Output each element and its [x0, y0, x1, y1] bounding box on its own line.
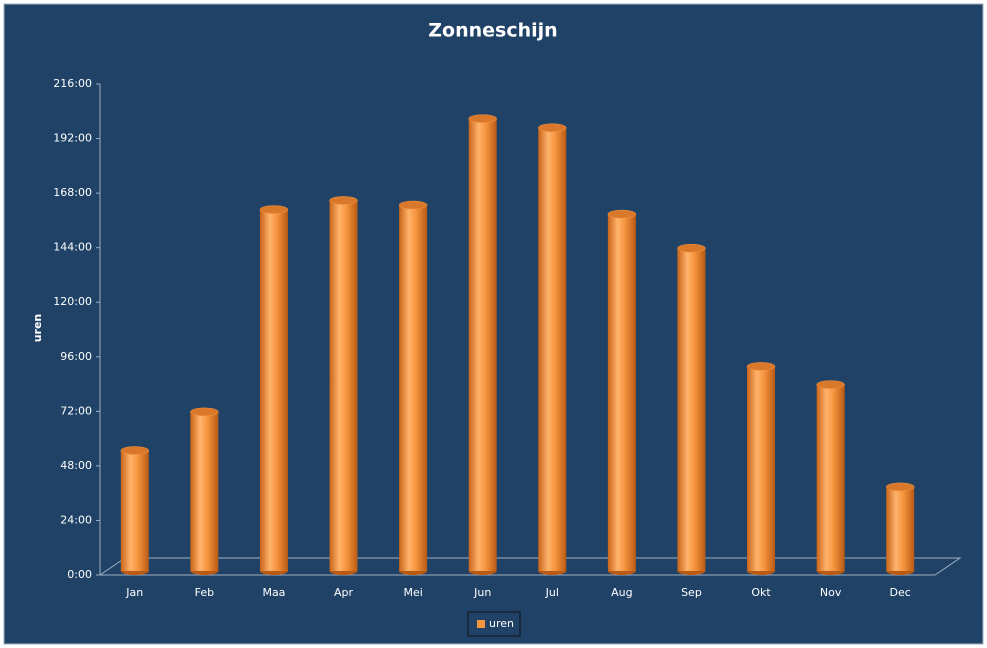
bar: [747, 366, 776, 571]
bar-top: [538, 123, 567, 132]
x-tick-label: Mei: [403, 586, 422, 599]
legend-swatch: [477, 620, 485, 628]
bar-top: [329, 196, 358, 205]
x-tick-label: Feb: [195, 586, 214, 599]
bar: [259, 209, 288, 571]
x-tick-label: Dec: [890, 586, 911, 599]
legend-box: [467, 611, 521, 637]
x-tick-label: Nov: [820, 586, 842, 599]
bar-top: [607, 209, 637, 219]
bar: [399, 205, 428, 572]
floor: [98, 557, 962, 576]
bar-top: [259, 205, 289, 214]
y-tick-label: 144:00: [53, 241, 92, 254]
y-axis-label: uren: [31, 314, 44, 343]
y-tick-label: 120:00: [53, 295, 92, 308]
y-tick-label: 192:00: [53, 132, 92, 145]
chart-title: Zonneschijn: [428, 20, 557, 42]
x-tick-label: Aug: [611, 586, 632, 599]
bar: [120, 450, 149, 571]
bar: [468, 118, 497, 571]
bar-top: [816, 380, 845, 389]
y-tick-label: 24:00: [60, 513, 92, 526]
y-tick-label: 0:00: [67, 568, 92, 581]
y-tick-label: 96:00: [60, 350, 92, 363]
x-tick-label: Jul: [545, 586, 559, 599]
bar-top: [746, 362, 776, 371]
x-tick-label: Maa: [262, 586, 285, 599]
bar: [329, 200, 358, 571]
bar: [607, 214, 636, 572]
bar-top: [120, 446, 150, 455]
x-tick-label: Jan: [125, 586, 143, 599]
x-tick-label: Sep: [681, 586, 702, 599]
bar: [190, 411, 219, 571]
x-tick-label: Jun: [473, 586, 491, 599]
bar-top: [190, 407, 219, 417]
y-tick-label: 216:00: [53, 77, 92, 90]
x-tick-label: Okt: [751, 586, 771, 599]
y-tick-label: 48:00: [60, 459, 92, 472]
y-tick-label: 72:00: [60, 404, 92, 417]
bar: [816, 384, 845, 571]
bar: [677, 248, 706, 572]
x-tick-label: Apr: [334, 586, 354, 599]
bar-top: [398, 200, 428, 210]
bar-top: [885, 482, 915, 492]
bar-top: [677, 243, 706, 253]
y-tick-label: 168:00: [53, 186, 92, 199]
bar: [886, 486, 915, 571]
bar-top: [468, 114, 497, 123]
bar: [538, 127, 567, 571]
legend: [467, 611, 521, 637]
legend-label: uren: [489, 617, 514, 630]
